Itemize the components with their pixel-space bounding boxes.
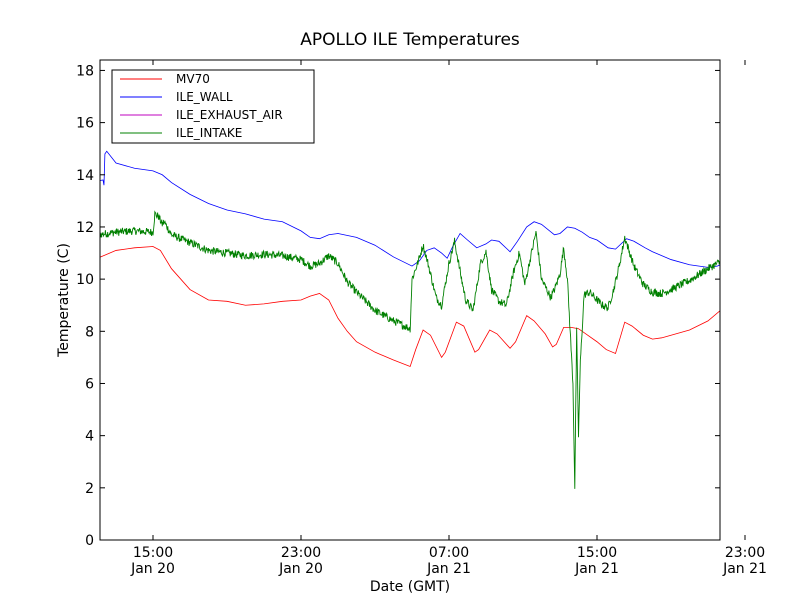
y-tick-label: 4: [85, 429, 94, 445]
legend-box: [111, 69, 315, 144]
y-tick-label: 10: [76, 272, 94, 288]
series-line-ile-wall: [100, 150, 720, 268]
y-tick-label: 12: [76, 220, 94, 236]
x-tick-label-time: 07:00: [429, 545, 469, 561]
y-axis-label: Temperature (C): [56, 243, 72, 358]
x-tick-label-date: Jan 21: [722, 561, 767, 577]
y-tick-label: 0: [85, 533, 94, 549]
series-line-ile-intake: [100, 210, 720, 489]
y-tick-label: 8: [85, 324, 94, 340]
x-tick-label-date: Jan 20: [130, 561, 175, 577]
chart-title: APOLLO ILE Temperatures: [300, 30, 520, 50]
legend-label-ile-wall: ILE_WALL: [176, 90, 233, 104]
x-axis-label: Date (GMT): [370, 579, 450, 595]
legend-label-ile-exhaust-air: ILE_EXHAUST_AIR: [176, 108, 283, 122]
x-tick-label-date: Jan 20: [278, 561, 323, 577]
y-tick-label: 6: [85, 376, 94, 392]
x-tick-label-time: 23:00: [725, 545, 765, 561]
legend-label-mv70: MV70: [176, 72, 210, 86]
x-tick-label-date: Jan 21: [574, 561, 619, 577]
legend: MV70 ILE_WALL ILE_EXHAUST_AIR ILE_INTAKE: [111, 69, 315, 144]
x-tick-label-time: 15:00: [133, 545, 173, 561]
y-tick-label: 16: [76, 116, 94, 132]
series-line-mv70: [100, 246, 720, 368]
series-layer: [100, 150, 720, 489]
x-tick-label-date: Jan 21: [426, 561, 471, 577]
y-tick-label: 18: [76, 63, 94, 79]
x-tick-label-time: 23:00: [281, 545, 321, 561]
legend-label-ile-intake: ILE_INTAKE: [176, 126, 242, 140]
y-tick-label: 14: [76, 168, 94, 184]
plot-frame: [99, 59, 721, 541]
y-tick-label: 2: [85, 481, 94, 497]
x-tick-label-time: 15:00: [577, 545, 617, 561]
